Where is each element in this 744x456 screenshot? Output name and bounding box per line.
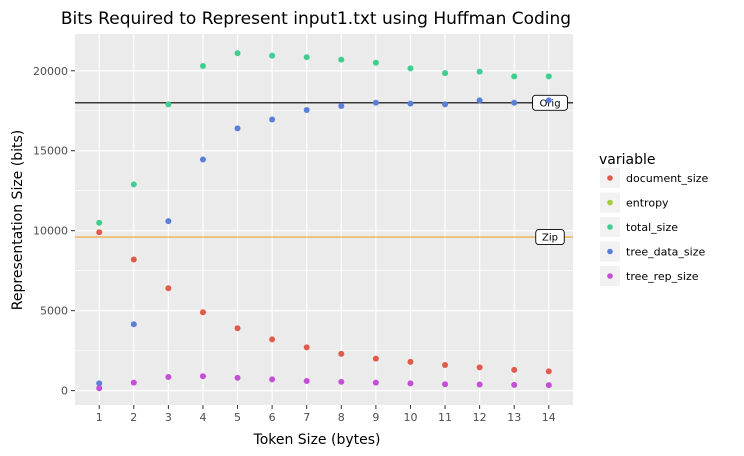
data-point-document-size (372, 355, 379, 362)
data-point-tree-data-size (476, 97, 483, 104)
data-point-document-size (442, 362, 449, 369)
x-tick-label: 5 (234, 411, 241, 424)
data-point-tree-data-size (130, 321, 137, 328)
data-point-tree-rep-size (303, 378, 310, 385)
data-point-tree-data-size (372, 99, 379, 106)
legend-label-document-size: document_size (626, 172, 709, 185)
data-point-document-size (545, 368, 552, 375)
y-tick-label: 10000 (33, 225, 68, 238)
data-point-total-size (338, 56, 345, 63)
x-tick-label: 2 (130, 411, 137, 424)
data-point-document-size (303, 344, 310, 351)
data-point-tree-data-size (511, 99, 518, 106)
y-tick-label: 20000 (33, 65, 68, 78)
x-tick-label: 6 (269, 411, 276, 424)
data-point-tree-rep-size (199, 373, 206, 380)
data-point-tree-rep-size (407, 380, 414, 387)
data-point-total-size (442, 70, 449, 77)
data-point-tree-rep-size (130, 379, 137, 386)
data-points (96, 50, 552, 392)
legend-key-tree-rep-size (607, 273, 613, 279)
data-point-total-size (96, 219, 103, 226)
x-tick-label: 11 (438, 411, 452, 424)
data-point-document-size (234, 325, 241, 332)
y-tick-label: 5000 (40, 305, 68, 318)
data-point-document-size (165, 285, 172, 292)
x-tick-label: 13 (507, 411, 521, 424)
x-tick-label: 3 (165, 411, 172, 424)
reference-label-box (535, 229, 565, 246)
legend-label-tree-data-size: tree_data_size (626, 246, 705, 259)
grid-lines (75, 34, 573, 405)
data-point-tree-data-size (303, 106, 310, 113)
data-point-tree-rep-size (511, 381, 518, 388)
data-point-document-size (96, 229, 103, 236)
legend-label-entropy: entropy (626, 197, 669, 210)
reference-label-zip: Zip (542, 233, 558, 244)
chart-title: Bits Required to Represent input1.txt us… (61, 9, 571, 29)
data-point-document-size (338, 350, 345, 357)
data-point-total-size (303, 54, 310, 61)
x-tick-label: 10 (403, 411, 417, 424)
legend-key-document-size (607, 175, 613, 181)
data-point-document-size (199, 309, 206, 316)
y-axis-title: Representation Size (bits) (10, 130, 26, 310)
data-point-tree-rep-size (338, 378, 345, 385)
data-point-tree-data-size (234, 125, 241, 132)
y-tick-label: 0 (61, 385, 68, 398)
x-tick-label: 9 (372, 411, 379, 424)
x-tick-label: 4 (199, 411, 206, 424)
legend-key-tree-data-size (607, 248, 613, 255)
data-point-total-size (234, 50, 241, 57)
data-point-total-size (476, 68, 483, 75)
legend-label-tree-rep-size: tree_rep_size (626, 270, 699, 283)
legend-title: variable (599, 152, 655, 168)
x-tick-label: 7 (303, 411, 310, 424)
data-point-document-size (407, 358, 414, 365)
data-point-total-size (199, 62, 206, 69)
data-point-total-size (372, 59, 379, 66)
x-tick-label: 12 (473, 411, 487, 424)
data-point-document-size (476, 364, 483, 371)
data-point-tree-rep-size (545, 382, 552, 389)
data-point-tree-data-size (545, 97, 552, 104)
legend-key-total-size (607, 224, 613, 230)
x-tick-label: 1 (96, 411, 103, 424)
data-point-tree-rep-size (165, 374, 172, 381)
data-point-total-size (165, 101, 172, 108)
x-axis-title: Token Size (bytes) (253, 432, 381, 448)
data-point-total-size (269, 52, 276, 59)
x-tick-label: 8 (338, 411, 345, 424)
data-point-document-size (269, 336, 276, 343)
data-point-tree-data-size (442, 101, 449, 108)
legend-label-total-size: total_size (626, 221, 678, 234)
data-point-tree-data-size (96, 380, 103, 387)
data-point-document-size (511, 366, 518, 373)
data-point-tree-rep-size (372, 379, 379, 386)
x-tick-label: 14 (542, 411, 556, 424)
data-point-tree-rep-size (442, 381, 449, 388)
data-point-tree-data-size (338, 102, 345, 109)
data-point-tree-data-size (407, 100, 414, 107)
data-point-total-size (545, 73, 552, 80)
data-point-total-size (130, 181, 137, 188)
data-point-document-size (130, 256, 137, 263)
data-point-total-size (511, 73, 518, 80)
data-point-tree-data-size (269, 116, 276, 123)
data-point-tree-rep-size (96, 385, 103, 392)
data-point-total-size (407, 65, 414, 72)
legend-key-entropy (607, 199, 613, 206)
data-point-tree-rep-size (269, 376, 276, 383)
y-tick-label: 15000 (33, 145, 68, 158)
plot-panel (75, 34, 573, 405)
data-point-tree-rep-size (476, 381, 483, 388)
data-point-tree-rep-size (234, 374, 241, 381)
reference-label-orig: Orig (539, 98, 560, 109)
data-point-tree-data-size (165, 218, 172, 225)
data-point-tree-data-size (199, 156, 206, 163)
